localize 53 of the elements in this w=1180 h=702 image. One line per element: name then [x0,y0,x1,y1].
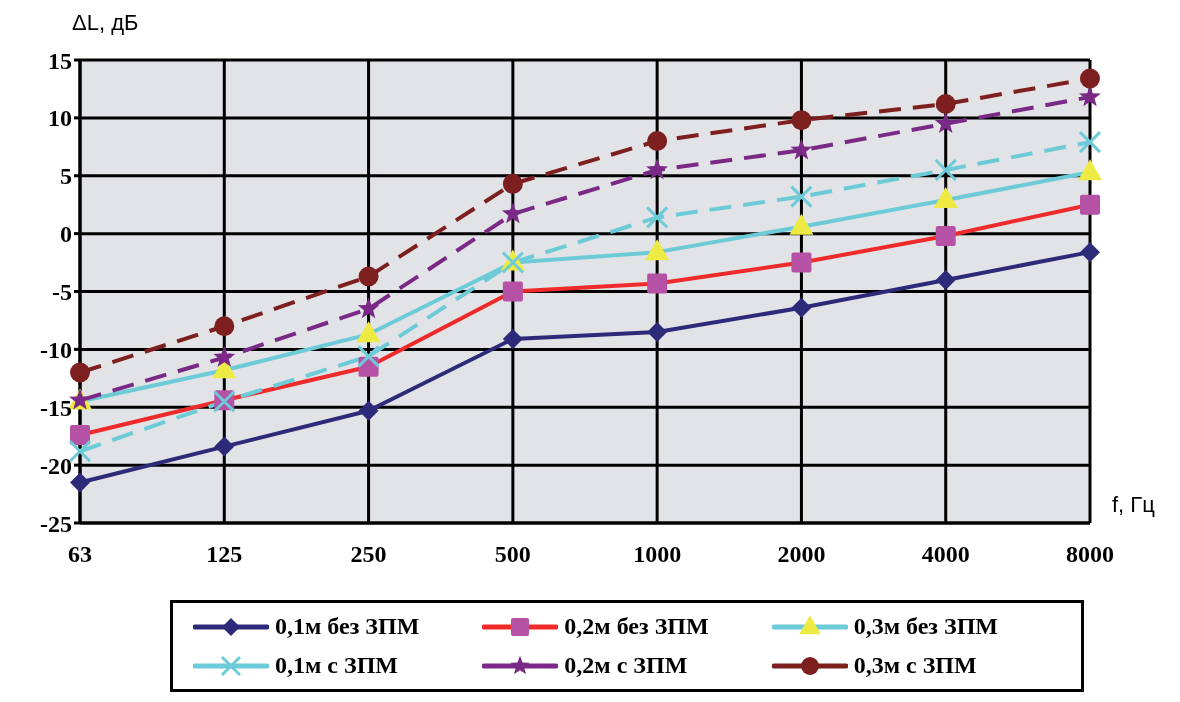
y-tick-label: -25 [40,510,72,537]
legend-label: 0,2м с ЗПМ [564,652,688,679]
legend-label: 0,3м без ЗПМ [853,613,998,640]
point [214,436,235,457]
y-tick-label: -5 [52,279,72,306]
x-tick-label: 500 [494,541,531,568]
y-tick-label: -20 [40,452,72,479]
x-tick-label: 2000 [777,541,826,568]
x-tick-label: 8000 [1066,541,1114,568]
point [213,345,236,367]
x-tick-label: 1000 [633,541,682,568]
point [501,202,524,224]
point [647,131,668,152]
point [791,297,812,318]
point [357,344,381,368]
x-tick-label: 250 [350,541,387,568]
point [1078,130,1102,154]
y-tick-label: 5 [60,163,72,190]
point [502,173,523,194]
point [935,269,956,290]
y-axis-title: ΔL, дБ [72,10,139,36]
legend-label: 0,1м без ЗПМ [275,613,420,640]
y-tick-label: -10 [40,336,72,363]
point [1080,242,1100,263]
point [358,266,379,287]
x-tick-label: 63 [68,541,92,568]
point [790,138,813,160]
point [358,400,379,421]
point [934,158,958,182]
point [791,110,812,131]
legend-label: 0,3м с ЗПМ [853,652,977,679]
point [214,316,235,337]
point [70,472,90,493]
point [934,112,957,133]
point [1080,68,1100,89]
x-axis-title: f, Гц [1112,492,1155,518]
point [70,362,90,383]
legend-label: 0,1м с ЗПМ [275,652,398,679]
point [935,93,956,114]
x-tick-label: 4000 [921,541,970,568]
y-tick-label: 0 [60,221,72,248]
legend-label: 0,2м без ЗПМ [564,613,709,640]
x-tick-label: 125 [206,541,243,568]
point [646,158,669,180]
point [647,322,668,343]
point [357,297,380,319]
y-tick-label: 10 [48,105,72,132]
point [645,205,669,229]
point [502,328,523,349]
y-tick-label: 15 [48,47,72,74]
point [1079,85,1101,107]
y-tick-label: -15 [40,394,72,421]
point [789,185,813,209]
